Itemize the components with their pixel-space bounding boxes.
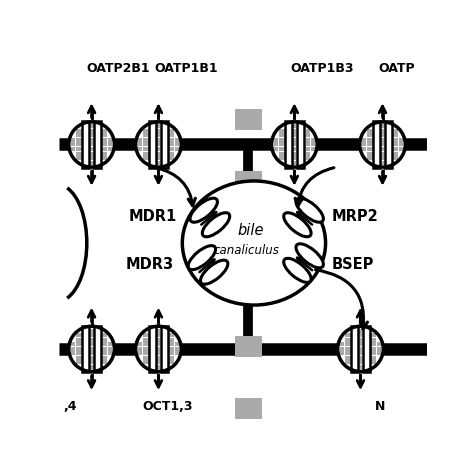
Ellipse shape: [284, 213, 311, 237]
Text: BSEP: BSEP: [332, 257, 374, 272]
Bar: [161, 121, 168, 168]
Text: ,4: ,4: [63, 400, 76, 413]
Bar: [363, 326, 370, 372]
Text: bile: bile: [237, 223, 264, 238]
Ellipse shape: [201, 260, 228, 284]
Bar: [82, 121, 90, 168]
Ellipse shape: [284, 258, 311, 283]
Circle shape: [136, 326, 181, 372]
Ellipse shape: [296, 244, 323, 268]
Text: OCT1,3: OCT1,3: [142, 400, 193, 413]
Ellipse shape: [296, 198, 323, 222]
Text: OATP1B1: OATP1B1: [154, 63, 218, 75]
Circle shape: [360, 122, 405, 167]
Bar: [94, 121, 101, 168]
Circle shape: [136, 122, 181, 167]
Text: OATP2B1: OATP2B1: [87, 63, 150, 75]
Text: MDR1: MDR1: [129, 209, 177, 224]
Circle shape: [69, 122, 114, 167]
Circle shape: [272, 122, 317, 167]
Text: MRP2: MRP2: [332, 209, 379, 224]
Ellipse shape: [190, 198, 218, 222]
Bar: [161, 326, 168, 372]
Bar: [94, 326, 101, 372]
Ellipse shape: [202, 213, 230, 237]
Bar: [285, 121, 292, 168]
Bar: [373, 121, 380, 168]
Ellipse shape: [188, 246, 216, 270]
Bar: [149, 326, 156, 372]
Bar: [235, 336, 262, 357]
Bar: [149, 121, 156, 168]
Bar: [235, 398, 262, 419]
Bar: [235, 109, 262, 130]
Bar: [297, 121, 304, 168]
Bar: [385, 121, 392, 168]
Bar: [82, 326, 90, 372]
Circle shape: [337, 326, 383, 372]
Text: OATP1B3: OATP1B3: [290, 63, 354, 75]
Text: N: N: [375, 400, 385, 413]
Ellipse shape: [182, 181, 326, 305]
Text: canaliculus: canaliculus: [214, 244, 280, 257]
Text: OATP: OATP: [378, 63, 415, 75]
Circle shape: [69, 326, 114, 372]
Bar: [351, 326, 358, 372]
Bar: [235, 171, 262, 192]
Text: MDR3: MDR3: [125, 257, 173, 273]
